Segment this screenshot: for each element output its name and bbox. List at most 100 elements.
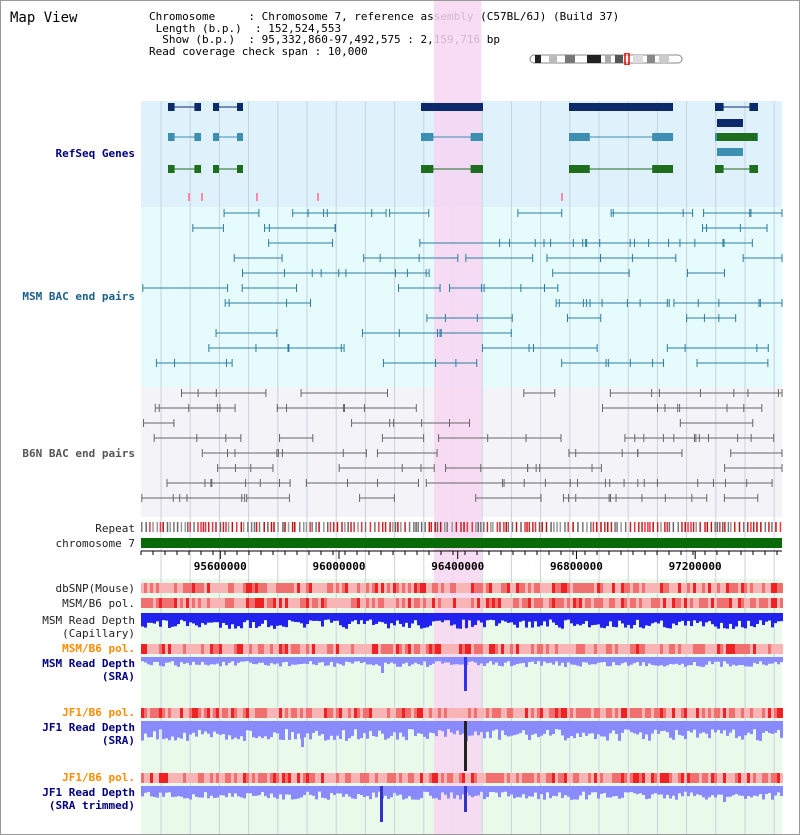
msm-depth-sra (351, 657, 354, 664)
repeat-element (200, 522, 202, 532)
msm-pol2-heat (285, 644, 288, 654)
jf1-pol1-heat (711, 708, 714, 718)
jf1-pol1-heat (516, 708, 519, 718)
repeat-element (207, 522, 210, 532)
msm-pol-heat (405, 598, 408, 608)
jf1-depth-sra (186, 721, 189, 741)
jf1-pol1-heat (354, 708, 357, 718)
jf1-pol1-heat (441, 708, 444, 718)
jf1-depth-trimmed (702, 786, 705, 798)
msm-depth-sra (522, 657, 525, 664)
jf1-pol1-heat (192, 708, 195, 718)
msm-depth-capillary (591, 613, 594, 626)
jf1-pol-heat (174, 773, 177, 783)
jf1-pol-heat (654, 773, 657, 783)
jf1-pol1-heat (774, 708, 777, 718)
jf1-pol-heat (237, 773, 240, 783)
msm-depth-sra (696, 657, 699, 667)
msm-depth-sra (624, 657, 627, 663)
chromosome-ideogram[interactable] (529, 53, 685, 65)
msm-depth-sra (183, 657, 186, 664)
repeat-element (287, 522, 290, 532)
jf1-depth-trimmed (489, 786, 492, 792)
jf1-depth-trimmed (504, 786, 507, 792)
dbsnp-heat (486, 583, 489, 593)
jf1-pol-heat (264, 773, 267, 783)
msm-pol2-heat (435, 644, 438, 654)
repeat-element (768, 522, 770, 532)
msm-depth-capillary (153, 613, 156, 624)
jf1-depth-sra (720, 721, 723, 734)
msm-pol2-heat (657, 644, 660, 654)
msm-pol2-heat (486, 644, 489, 654)
repeat-element (451, 522, 453, 532)
jf1-pol1-heat (501, 708, 504, 718)
jf1-pol1-heat (777, 708, 780, 718)
jf1-pol1-heat (483, 708, 486, 718)
jf1-pol1-heat (429, 708, 432, 718)
msm-pol-heat (318, 598, 321, 608)
msm-pol-heat (630, 598, 633, 608)
msm-pol-heat (702, 598, 705, 608)
dbsnp-heat (780, 583, 783, 593)
repeat-element (524, 522, 526, 532)
jf1-pol-heat (768, 773, 771, 783)
dbsnp-heat (570, 583, 573, 593)
msm-depth-sra (204, 657, 207, 665)
jf1-depth-sra (615, 721, 618, 734)
jf1-depth-sra (621, 721, 624, 733)
dbsnp-heat (171, 583, 174, 593)
jf1-pol1-heat (768, 708, 771, 718)
jf1-pol1-heat (162, 708, 165, 718)
dbsnp-heat (666, 583, 669, 593)
msm-pol2-heat (564, 644, 567, 654)
dbsnp-heat (441, 583, 444, 593)
dbsnp-heat (225, 583, 228, 593)
jf1-pol1-heat (165, 708, 168, 718)
jf1-pol1-heat (702, 708, 705, 718)
jf1-depth-trimmed (339, 786, 342, 794)
msm-depth-capillary (648, 613, 651, 626)
repeat-element (350, 522, 352, 532)
jf1-pol-heat (609, 773, 612, 783)
show-label: Show (b.p.) (162, 33, 236, 46)
msm-pol-heat (168, 598, 171, 608)
jf1-pol-heat (186, 773, 189, 783)
dbsnp-heat (483, 583, 486, 593)
msm-pol2-heat (636, 644, 639, 654)
msm-depth-sra (324, 657, 327, 666)
msm-pol-heat (468, 598, 471, 608)
jf1-depth-sra (669, 721, 672, 738)
dbsnp-heat (777, 583, 780, 593)
refseq-gene-exon (421, 133, 434, 141)
jf1-depth-sra (324, 721, 327, 741)
jf1-pol1-heat (309, 708, 312, 718)
jf1-depth-sra (288, 721, 291, 740)
repeat-element (389, 522, 391, 532)
jf1-pol1-heat (453, 708, 456, 718)
jf1-depth-trimmed (327, 786, 330, 800)
msm-pol-heat (642, 598, 645, 608)
msm-pol2-heat (516, 644, 519, 654)
dbsnp-heat (174, 583, 177, 593)
msm-depth-sra (189, 657, 192, 666)
msm-pol-heat (654, 598, 657, 608)
msm-depth-sra (762, 657, 765, 665)
msm-pol2-heat (690, 644, 693, 654)
msm-pol2-heat (543, 644, 546, 654)
jf1-depth-sra (639, 721, 642, 733)
jf1-depth-trimmed (153, 786, 156, 797)
refseq-marker (561, 193, 563, 201)
msm-depth-capillary (321, 613, 324, 627)
jf1-pol1-heat (210, 708, 213, 718)
jf1-depth-trimmed (654, 786, 657, 794)
dbsnp-heat (333, 583, 336, 593)
msm-pol-heat (210, 598, 213, 608)
jf1-pol1-heat (324, 708, 327, 718)
jf1-pol1-heat (174, 708, 177, 718)
jf1-depth-trimmed (210, 786, 213, 796)
msm-pol2-heat (423, 644, 426, 654)
msm-depth-capillary (570, 613, 573, 624)
jf1-pol-heat (735, 773, 738, 783)
